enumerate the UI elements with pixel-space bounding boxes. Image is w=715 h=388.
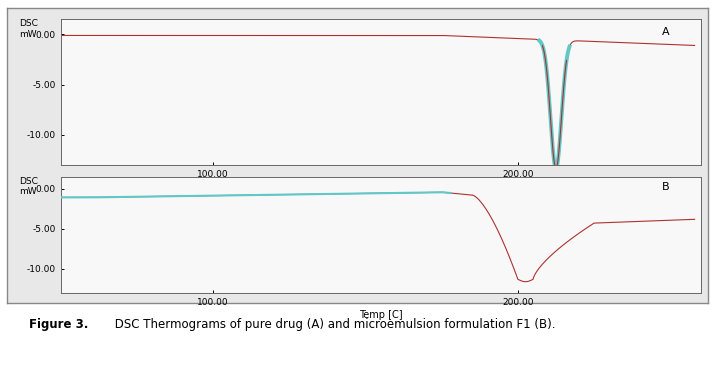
Text: A: A [662,27,670,37]
Text: DSC
mW: DSC mW [19,19,38,39]
Text: B: B [662,182,670,192]
Text: DSC
mW: DSC mW [19,177,38,196]
Text: DSC Thermograms of pure drug (A) and microemulsion formulation F1 (B).: DSC Thermograms of pure drug (A) and mic… [111,318,556,331]
X-axis label: Temp [C]: Temp [C] [359,310,403,320]
Text: Figure 3.: Figure 3. [29,318,88,331]
